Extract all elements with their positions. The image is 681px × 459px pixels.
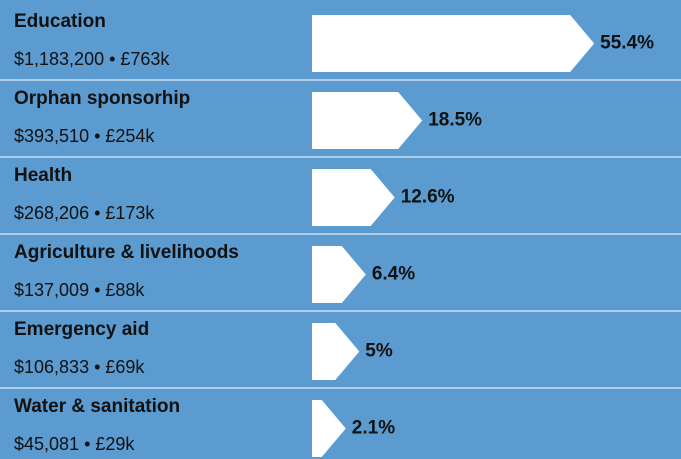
arrow-bar — [312, 92, 423, 149]
category-detail: $106,833 • £69k — [14, 357, 145, 377]
category-detail: $268,206 • £173k — [14, 203, 155, 223]
category-detail: $393,510 • £254k — [14, 126, 155, 146]
category-label: Health — [14, 165, 72, 186]
arrow-bar — [312, 15, 595, 72]
value-label: 5% — [365, 341, 393, 362]
value-label: 2.1% — [352, 418, 395, 439]
arrow-bar — [312, 400, 346, 457]
category-detail: $137,009 • £88k — [14, 280, 145, 300]
value-label: 55.4% — [600, 33, 654, 54]
value-label: 18.5% — [428, 110, 482, 131]
category-label: Water & sanitation — [14, 396, 180, 417]
category-label: Emergency aid — [14, 319, 149, 340]
category-label: Orphan sponsorhip — [14, 88, 190, 109]
category-detail: $1,183,200 • £763k — [14, 49, 170, 69]
category-label: Education — [14, 11, 106, 32]
arrow-bar — [312, 169, 395, 226]
category-detail: $45,081 • £29k — [14, 434, 135, 454]
arrow-bar — [312, 323, 360, 380]
value-label: 6.4% — [372, 264, 415, 285]
category-label: Agriculture & livelihoods — [14, 242, 239, 263]
value-label: 12.6% — [401, 187, 455, 208]
arrow-bar — [312, 246, 366, 303]
